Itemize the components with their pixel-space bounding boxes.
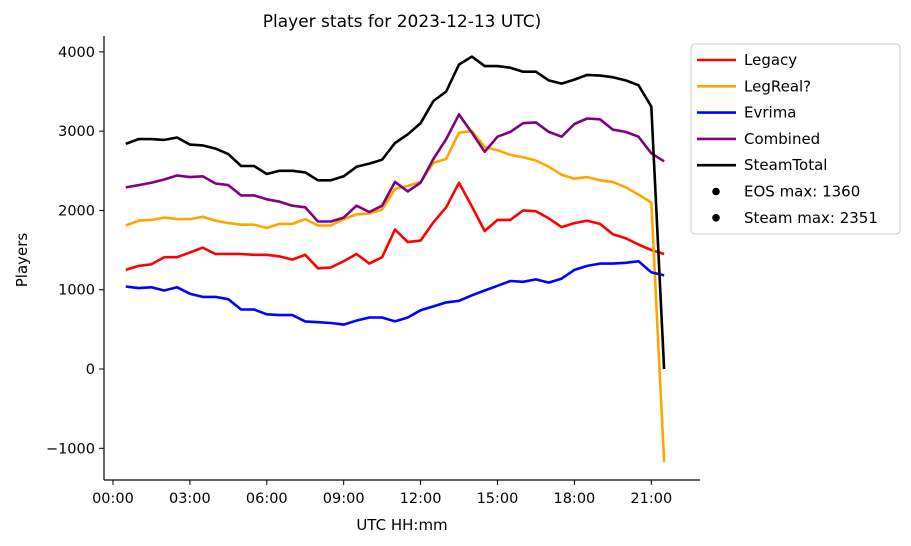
y-tick-label: 2000 [58,203,95,219]
chart-title: Player stats for 2023-12-13 UTC) [263,12,541,32]
series-line-evrima [125,259,665,326]
y-axis-ticks: −1000 0 1000 2000 3000 4000 [46,45,104,457]
y-tick-label: 4000 [58,45,95,61]
x-tick-label: 18:00 [553,491,595,507]
x-tick-label: 15:00 [477,491,519,507]
legend: Legacy LegReal? Evrima Combined SteamTotal EO… [690,43,901,235]
series-line-legacy [125,181,665,272]
series-line-legreal [125,129,666,462]
x-tick-label: 09:00 [323,491,365,507]
y-tick-label: −1000 [46,441,95,457]
x-axis-label: UTC HH:mm [356,516,447,534]
legend-label-evrima: Evrima [744,104,797,122]
series-line-combined [125,113,665,223]
legend-marker-annotation [712,187,720,196]
legend-label-legacy: Legacy [744,51,797,69]
legend-frame [690,43,901,235]
x-tick-label: 12:00 [400,491,442,507]
legend-label-legreal: LegReal? [744,77,811,95]
series-line-steamtotal [125,55,666,370]
series-lines [125,55,666,462]
legend-label-combined: Combined [744,130,820,148]
y-tick-label: 3000 [58,124,95,140]
x-tick-label: 21:00 [630,491,672,507]
x-axis-ticks: 00:00 03:00 06:00 09:00 12:00 15:00 18:00 21:00 [92,480,672,507]
y-axis-label: Players [13,233,31,288]
legend-label-steamtotal: SteamTotal [744,156,827,174]
legend-marker-annotation [712,214,720,222]
x-tick-label: 03:00 [169,491,211,507]
legend-annotation-label: EOS max: 1360 [744,183,860,201]
y-tick-label: 0 [86,362,95,378]
x-tick-label: 00:00 [92,491,134,507]
y-tick-label: 1000 [58,283,95,299]
x-tick-label: 06:00 [246,491,288,507]
legend-annotation-label: Steam max: 2351 [744,209,878,227]
